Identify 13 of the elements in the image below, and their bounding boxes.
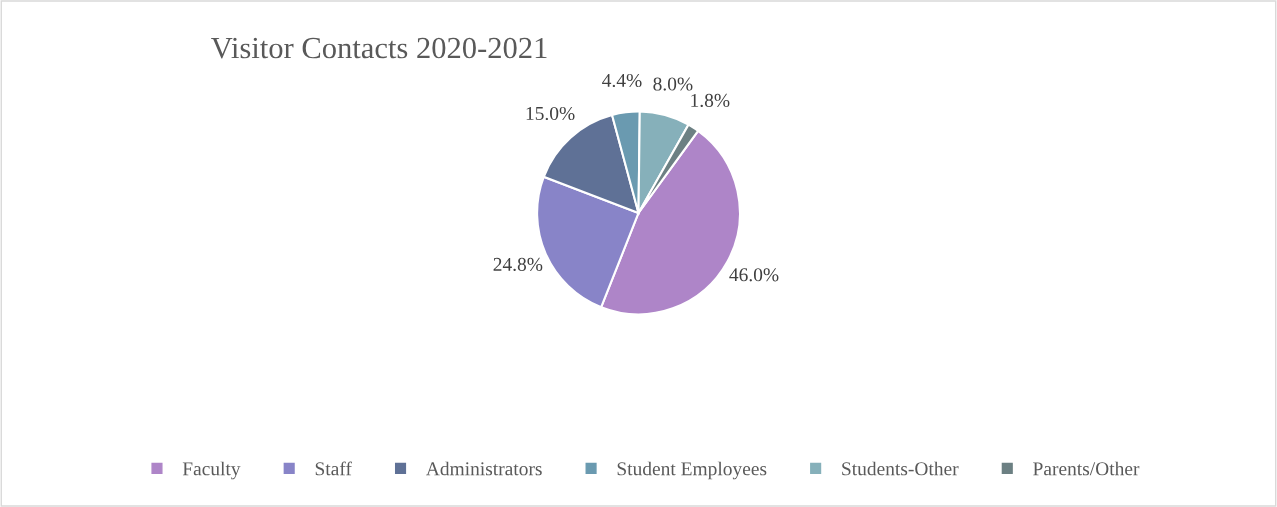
legend-label: Students-Other: [842, 461, 959, 476]
data-label: 46.0%: [729, 268, 779, 282]
legend-label: Faculty: [182, 461, 241, 480]
legend-label: Staff: [315, 461, 352, 476]
legend-label: Student Employees: [617, 461, 767, 480]
data-label: 4.4%: [602, 73, 642, 88]
data-label: 1.8%: [691, 93, 730, 108]
legend-label: Parents/Other: [1033, 461, 1140, 476]
data-label: 15.0%: [526, 106, 575, 121]
data-label: 8.0%: [653, 77, 693, 91]
legend-label: Administrators: [426, 461, 542, 476]
data-label: 24.8%: [493, 257, 543, 271]
chart-title: Visitor Contacts 2020-2021: [211, 37, 547, 59]
